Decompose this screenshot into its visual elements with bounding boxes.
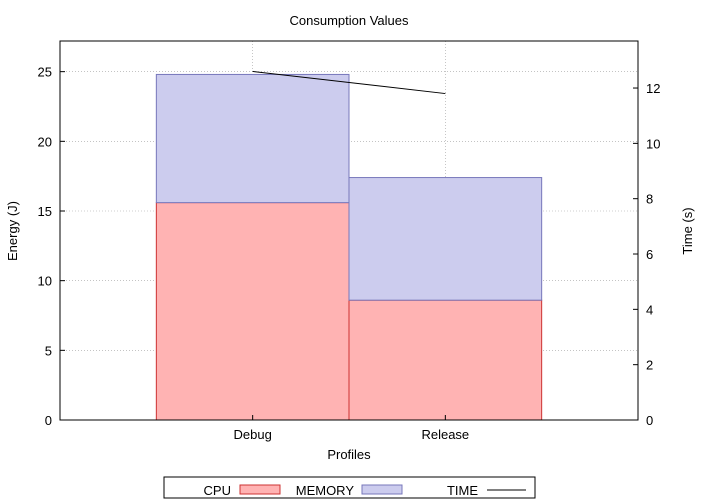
chart-title: Consumption Values [290,13,409,28]
legend-swatch-cpu [239,484,281,495]
bar-cpu-debug [155,202,350,421]
y2-tick-label: 0 [646,413,653,428]
legend-label-memory: MEMORY [296,483,355,498]
y2-tick-label: 2 [646,358,653,373]
y-tick-label: 5 [45,343,52,358]
y-tick-label: 10 [38,274,52,289]
legend-swatch-memory [361,484,403,495]
line-layer [252,70,446,95]
y-tick-label: 20 [38,134,52,149]
x-axis-label: Profiles [327,447,371,462]
y2-tick-label: 12 [646,81,660,96]
plot-frame [59,40,639,421]
bar-memory-debug [155,73,350,204]
x-tick-label: Release [421,427,469,442]
y2-tick-label: 8 [646,192,653,207]
tick-layer: 0 5 10 15 20 25 0 2 4 6 8 10 12 Debug Release [38,65,661,442]
bar-memory-release [348,177,543,301]
bar-cpu-release [348,299,543,421]
legend-label-time: TIME [447,483,478,498]
y2-axis-label: Time (s) [680,207,695,254]
y2-tick-label: 10 [646,136,660,151]
bar-layer [155,73,543,421]
legend-label-cpu: CPU [204,483,231,498]
y2-tick-label: 4 [646,302,653,317]
y-axis-label: Energy (J) [5,201,20,261]
y2-tick-label: 6 [646,247,653,262]
x-tick-label: Debug [234,427,272,442]
legend: CPU MEMORY TIME [163,476,536,499]
y-tick-label: 15 [38,204,52,219]
y-tick-label: 25 [38,65,52,80]
line-time [252,70,446,95]
y-tick-label: 0 [45,413,52,428]
